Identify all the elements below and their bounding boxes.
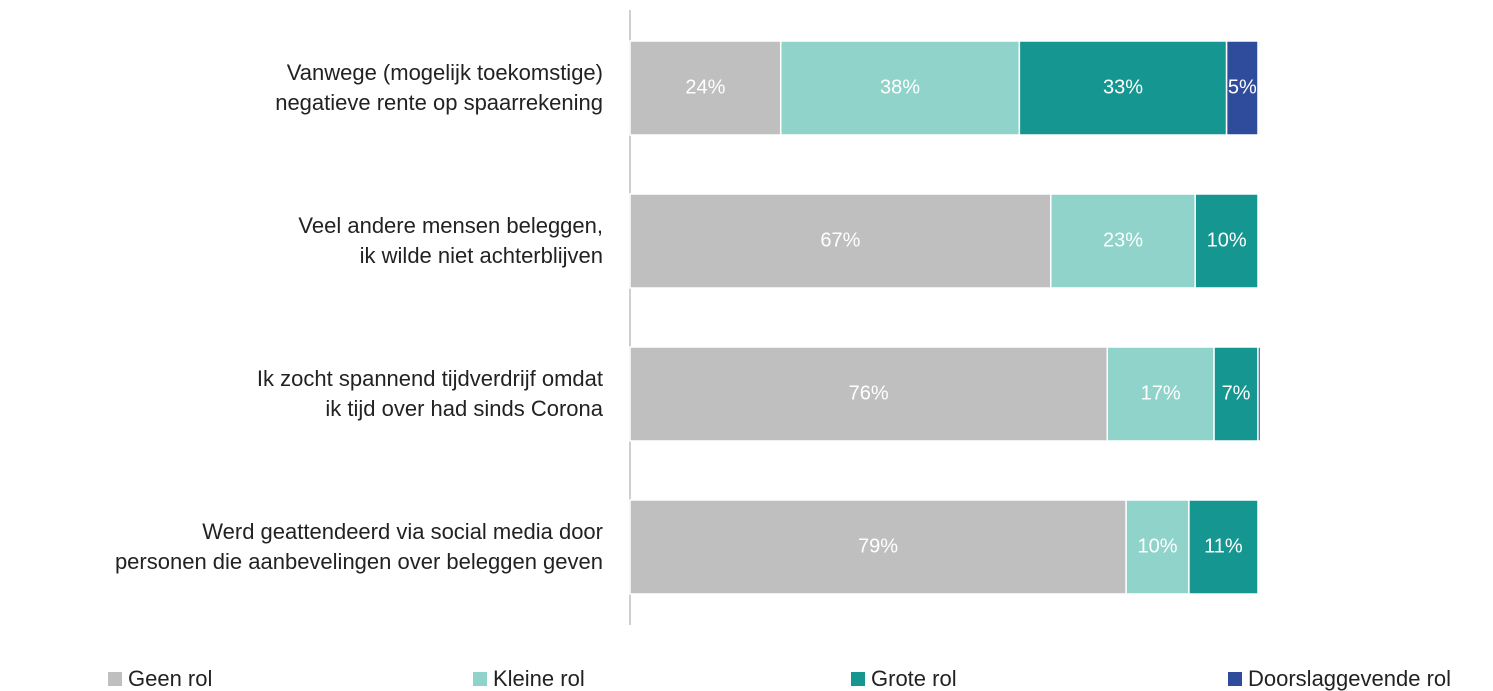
data-label: 76% <box>849 382 889 404</box>
data-label: 23% <box>1103 229 1143 251</box>
bar-segment <box>1106 346 1215 442</box>
legend-label: Kleine rol <box>493 666 585 691</box>
legend-swatch <box>1228 672 1242 686</box>
legend-label: Geen rol <box>128 666 212 691</box>
data-label: 5% <box>1228 76 1257 98</box>
data-label: 38% <box>880 76 920 98</box>
category-label: Veel andere mensen beleggen, ik wilde ni… <box>298 213 603 268</box>
data-label: 7% <box>1222 382 1251 404</box>
bar-segment <box>1188 499 1259 595</box>
data-label: 24% <box>685 76 725 98</box>
legend-label: Grote rol <box>871 666 957 691</box>
data-label: 33% <box>1103 76 1143 98</box>
category-label: Werd geattendeerd via social media door … <box>114 519 603 574</box>
bar-segment <box>629 346 1109 442</box>
bar-segment <box>1225 40 1259 136</box>
bar-segment <box>1213 346 1259 442</box>
bar-segment <box>1125 499 1190 595</box>
data-label: 11% <box>1204 535 1243 557</box>
bar-segment <box>629 40 782 136</box>
data-label: 17% <box>1141 382 1181 404</box>
bar-segment <box>1018 40 1228 136</box>
data-label: 67% <box>820 229 860 251</box>
legend-label: Doorslaggevende rol <box>1248 666 1451 691</box>
category-label: Vanwege (mogelijk toekomstige) negatieve… <box>275 60 603 115</box>
legend-swatch <box>108 672 122 686</box>
category-label: Ik zocht spannend tijdverdrijf omdat ik … <box>256 366 603 421</box>
bar-segment <box>629 499 1127 595</box>
data-label: 10% <box>1138 535 1178 557</box>
data-label: 10% <box>1207 229 1247 251</box>
data-label: 79% <box>858 535 898 557</box>
bar-segment <box>629 193 1052 289</box>
bar-segment <box>1194 193 1259 289</box>
bar-segment <box>779 40 1021 136</box>
bar-segment <box>1257 346 1262 442</box>
legend-swatch <box>473 672 487 686</box>
legend-swatch <box>851 672 865 686</box>
bar-segment <box>1050 193 1196 289</box>
